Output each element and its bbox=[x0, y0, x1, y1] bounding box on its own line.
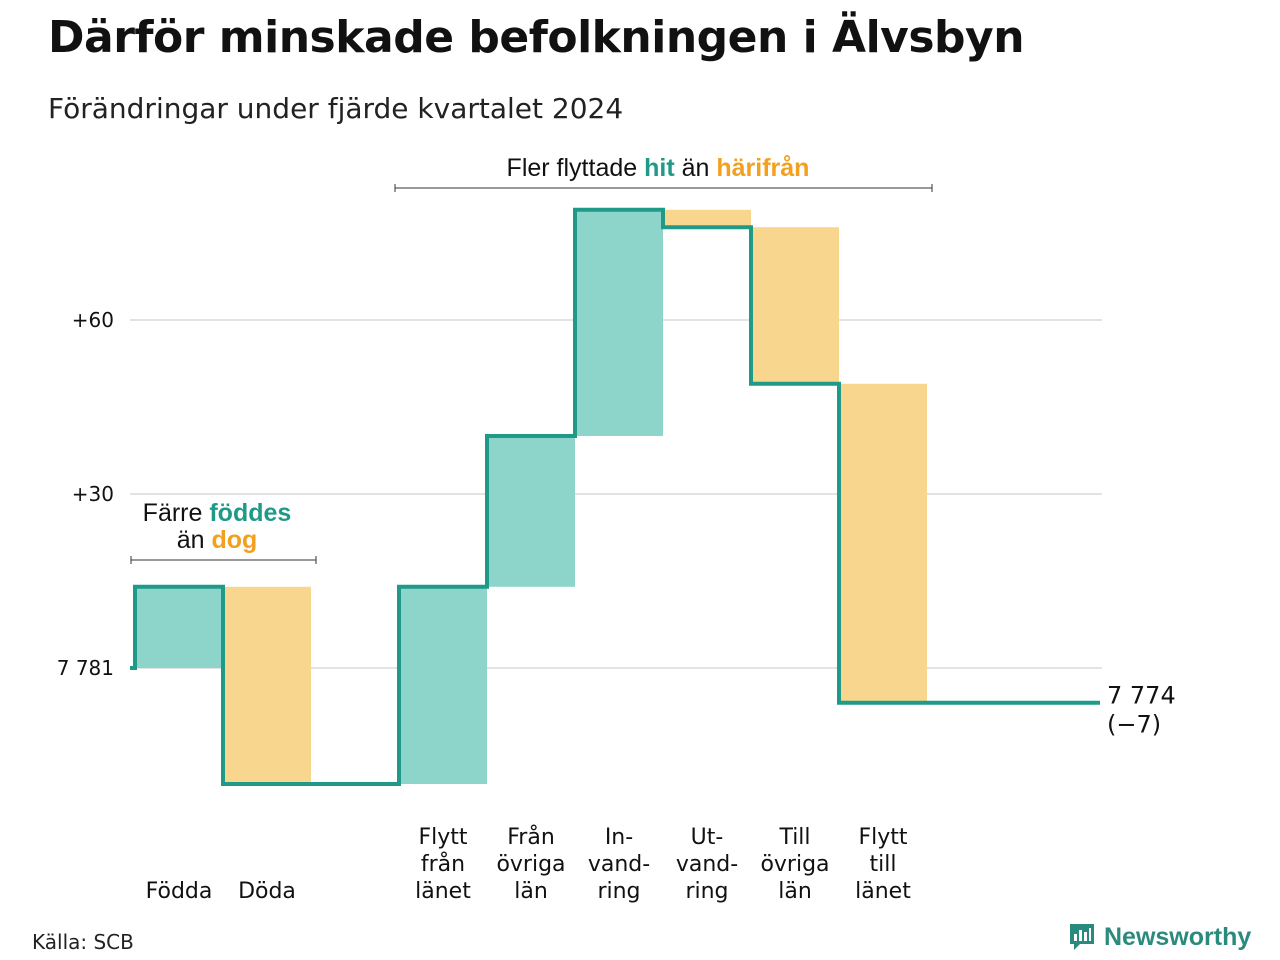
category-label: vand- bbox=[588, 852, 650, 877]
logo-text: Newsworthy bbox=[1104, 922, 1252, 951]
waterfall-chart: 7 781+30+60 Födda DödaFlyttfrånlänetFrånö… bbox=[57, 154, 1176, 904]
end-value-label: 7 774(−7) bbox=[1107, 682, 1176, 739]
category-label: län bbox=[778, 879, 812, 904]
category-label: övriga bbox=[496, 852, 565, 877]
category-label: ring bbox=[685, 879, 728, 904]
category-label: övriga bbox=[760, 852, 829, 877]
bar bbox=[223, 586, 311, 784]
annotation-segment: Färre bbox=[143, 499, 210, 527]
annotation-segment: hit bbox=[644, 154, 675, 182]
bar bbox=[487, 436, 575, 587]
category-label: från bbox=[421, 851, 465, 877]
category-label: län bbox=[514, 879, 548, 904]
bar bbox=[135, 586, 223, 668]
bar bbox=[399, 586, 487, 784]
annotation-segment: härifrån bbox=[716, 154, 809, 182]
category-label: Flytt bbox=[858, 825, 907, 850]
category-label: länet bbox=[415, 879, 471, 904]
category-label: ring bbox=[597, 879, 640, 904]
category-labels: Födda DödaFlyttfrånlänetFrånövrigalänIn-v… bbox=[146, 824, 912, 904]
source-note: Källa: SCB bbox=[32, 930, 134, 954]
category-label: Till bbox=[778, 825, 810, 850]
bar bbox=[575, 209, 663, 436]
end-change: (−7) bbox=[1107, 711, 1161, 739]
category-label: Döda bbox=[238, 879, 296, 904]
annotation-text: Fler flyttade hit än härifrån bbox=[507, 154, 810, 182]
bars bbox=[135, 209, 927, 784]
newsworthy-logo[interactable]: Newsworthy bbox=[1068, 922, 1251, 952]
chart-title: Därför minskade befolkningen i Älvsbyn bbox=[48, 12, 1025, 63]
category-label: länet bbox=[855, 879, 911, 904]
cumulative-line-path bbox=[130, 207, 1100, 786]
category-label: Födda bbox=[146, 879, 213, 904]
y-tick-label: 7 781 bbox=[57, 656, 114, 680]
y-axis-labels: 7 781 +30 +60 bbox=[57, 308, 114, 680]
annotation-segment: föddes bbox=[209, 499, 291, 527]
category-label: Flytt bbox=[418, 825, 467, 850]
annotation-segment: Fler flyttade bbox=[507, 154, 645, 182]
category-label: Ut- bbox=[691, 825, 724, 850]
bar bbox=[839, 383, 927, 703]
cumulative-line bbox=[130, 207, 1100, 786]
newsworthy-logo-icon bbox=[1070, 924, 1094, 950]
chart-subtitle: Förändringar under fjärde kvartalet 2024 bbox=[48, 92, 624, 125]
y-tick-label: +60 bbox=[72, 308, 114, 332]
annotation-text: än dog bbox=[177, 526, 258, 554]
end-value: 7 774 bbox=[1107, 682, 1176, 710]
category-label: Från bbox=[507, 824, 555, 850]
bar bbox=[663, 209, 751, 228]
annotation-segment: än bbox=[177, 526, 212, 554]
y-tick-label: +30 bbox=[72, 482, 114, 506]
category-label: In- bbox=[605, 825, 633, 850]
bar bbox=[751, 227, 839, 384]
annotation-text: Färre föddes bbox=[143, 499, 292, 527]
annotation-segment: dog bbox=[211, 526, 257, 554]
category-label: till bbox=[870, 852, 897, 877]
annotation-segment: än bbox=[675, 154, 717, 182]
category-label: vand- bbox=[676, 852, 738, 877]
